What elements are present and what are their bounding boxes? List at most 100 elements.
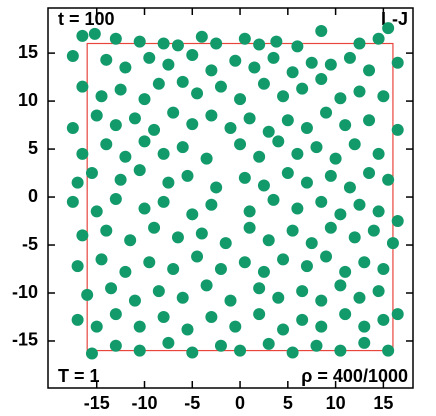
particle <box>143 256 156 269</box>
particle <box>353 37 366 50</box>
particle <box>109 192 122 205</box>
particle <box>200 279 213 292</box>
particle <box>229 320 242 333</box>
annotation-temperature: T = 1 <box>58 366 100 386</box>
particle <box>119 61 132 74</box>
particle <box>148 123 161 136</box>
particle <box>334 279 347 292</box>
particle <box>320 106 333 119</box>
particle <box>214 339 227 352</box>
particle <box>195 30 208 43</box>
particle <box>296 82 309 95</box>
particle <box>229 54 242 67</box>
particle <box>234 344 247 357</box>
particle <box>315 25 328 38</box>
particle <box>238 256 251 269</box>
particle <box>205 198 218 211</box>
particle <box>238 171 251 184</box>
particle <box>100 138 113 151</box>
particle <box>262 234 275 247</box>
particle <box>372 147 385 160</box>
particle <box>128 294 141 307</box>
particle <box>152 77 165 90</box>
particle <box>95 253 108 266</box>
particle <box>90 109 103 122</box>
particle <box>372 32 385 45</box>
particle <box>310 339 323 352</box>
particle <box>109 308 122 321</box>
particle <box>219 237 232 250</box>
particle <box>234 93 247 106</box>
particle <box>214 263 227 276</box>
particle <box>257 265 270 278</box>
particle <box>281 167 294 180</box>
particle <box>296 285 309 298</box>
y-tick-label: 15 <box>18 42 38 62</box>
y-tick-label: -5 <box>22 234 38 254</box>
particle <box>324 221 337 234</box>
particle <box>305 56 318 69</box>
plot-frame <box>47 7 414 389</box>
particle <box>186 118 199 131</box>
particle <box>76 229 89 242</box>
particle <box>367 224 380 237</box>
particle <box>90 205 103 218</box>
particle <box>224 294 237 307</box>
particle <box>353 85 366 98</box>
particle <box>329 152 342 165</box>
particle <box>176 141 189 154</box>
particle <box>200 152 213 165</box>
particle <box>339 119 352 132</box>
particle <box>157 147 170 160</box>
y-tick-label: -15 <box>12 330 38 350</box>
y-tick-label: -10 <box>12 282 38 302</box>
particle <box>315 320 328 333</box>
particle <box>320 250 333 263</box>
particle <box>191 250 204 263</box>
particle <box>133 320 146 333</box>
particle <box>372 205 385 218</box>
particle <box>391 215 404 228</box>
particle <box>305 237 318 250</box>
y-tick-label: 0 <box>28 186 38 206</box>
particle <box>76 80 89 93</box>
particle <box>291 40 304 53</box>
particle <box>105 282 118 295</box>
particle <box>176 291 189 304</box>
particle <box>238 32 251 45</box>
particle <box>358 336 371 349</box>
particle <box>324 169 337 182</box>
particle <box>138 93 151 106</box>
particle <box>186 346 199 359</box>
particle <box>71 260 84 273</box>
particle <box>377 263 390 276</box>
particle <box>195 227 208 240</box>
particle <box>162 58 175 71</box>
particle <box>109 32 122 45</box>
particle <box>382 22 395 35</box>
particle <box>76 29 89 42</box>
particle <box>171 231 184 244</box>
particle <box>253 150 266 163</box>
particle <box>262 125 275 138</box>
particle <box>334 344 347 357</box>
particle <box>152 285 165 298</box>
particle <box>277 253 290 266</box>
particle <box>353 198 366 211</box>
particle <box>315 73 328 86</box>
particle <box>267 51 280 64</box>
annotation-density: ρ = 400/1000 <box>301 366 408 386</box>
particle <box>391 308 404 321</box>
particle <box>334 92 347 105</box>
particle <box>224 121 237 134</box>
particle <box>372 285 385 298</box>
particle <box>157 310 170 323</box>
particle <box>386 237 399 250</box>
particle <box>286 66 299 79</box>
particle <box>363 167 376 180</box>
particle <box>296 313 309 326</box>
particle <box>176 75 189 88</box>
particle <box>348 138 361 151</box>
particle <box>114 173 127 186</box>
